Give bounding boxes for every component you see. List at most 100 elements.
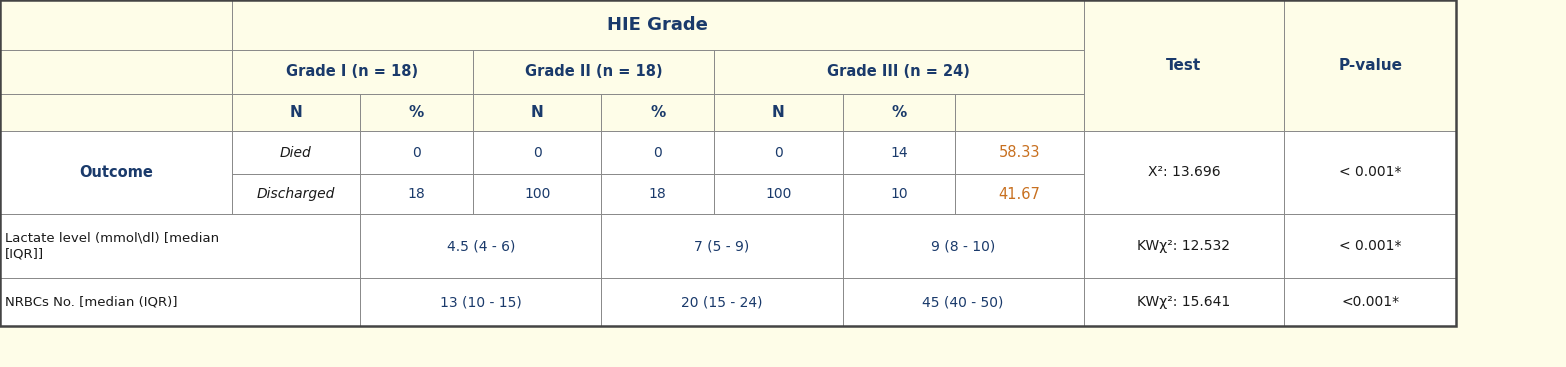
Bar xyxy=(473,94,601,131)
Text: 0: 0 xyxy=(653,146,662,160)
Bar xyxy=(1284,214,1456,278)
Bar xyxy=(843,94,955,131)
Bar xyxy=(843,94,955,131)
Text: 45 (40 - 50): 45 (40 - 50) xyxy=(922,295,1004,309)
Bar xyxy=(232,131,360,174)
Bar xyxy=(473,50,714,94)
Text: X²: 13.696: X²: 13.696 xyxy=(1148,166,1220,179)
Bar xyxy=(714,50,1084,94)
Text: %: % xyxy=(891,105,907,120)
Bar xyxy=(0,94,232,131)
Bar xyxy=(360,214,601,278)
Bar xyxy=(0,214,360,278)
Bar xyxy=(0,131,232,214)
Text: N: N xyxy=(772,105,785,120)
Bar xyxy=(1284,0,1456,131)
Bar xyxy=(714,174,843,214)
Bar xyxy=(1084,0,1284,131)
Bar xyxy=(360,278,601,326)
Bar xyxy=(714,50,1084,94)
Bar xyxy=(1084,278,1284,326)
Text: 0: 0 xyxy=(412,146,421,160)
Bar xyxy=(714,131,843,174)
Bar xyxy=(843,174,955,214)
Bar xyxy=(843,214,1084,278)
Bar xyxy=(1284,131,1456,214)
Text: Grade III (n = 24): Grade III (n = 24) xyxy=(827,65,971,79)
Text: 9 (8 - 10): 9 (8 - 10) xyxy=(930,239,996,253)
Bar xyxy=(0,0,232,50)
Bar xyxy=(1084,131,1284,214)
Bar xyxy=(0,94,232,131)
Bar xyxy=(473,174,601,214)
Bar xyxy=(843,174,955,214)
Bar xyxy=(232,0,1084,50)
Bar xyxy=(714,174,843,214)
Text: Lactate level (mmol\dl) [median
[IQR]]: Lactate level (mmol\dl) [median [IQR]] xyxy=(5,231,219,261)
Bar xyxy=(360,94,473,131)
Text: 41.67: 41.67 xyxy=(999,187,1040,201)
Bar xyxy=(0,0,232,50)
Text: 100: 100 xyxy=(766,187,791,201)
Bar xyxy=(843,278,1084,326)
Bar xyxy=(1284,0,1456,131)
Bar xyxy=(360,214,601,278)
Bar xyxy=(0,214,360,278)
Bar xyxy=(1084,131,1284,214)
Text: <0.001*: <0.001* xyxy=(1340,295,1400,309)
Bar xyxy=(601,174,714,214)
Bar xyxy=(360,278,601,326)
Bar xyxy=(360,131,473,174)
Text: < 0.001*: < 0.001* xyxy=(1339,239,1402,253)
Text: KWχ²: 15.641: KWχ²: 15.641 xyxy=(1137,295,1231,309)
Text: %: % xyxy=(650,105,666,120)
Bar xyxy=(955,94,1084,131)
Bar xyxy=(0,0,1456,326)
Text: 100: 100 xyxy=(525,187,550,201)
Bar xyxy=(1284,278,1456,326)
Bar xyxy=(601,94,714,131)
Bar xyxy=(601,131,714,174)
Bar xyxy=(714,94,843,131)
Bar xyxy=(0,50,232,94)
Bar xyxy=(1284,214,1456,278)
Text: N: N xyxy=(290,105,302,120)
Bar xyxy=(601,131,714,174)
Text: 0: 0 xyxy=(532,146,542,160)
Bar xyxy=(843,131,955,174)
Bar xyxy=(601,278,843,326)
Bar xyxy=(232,50,473,94)
Bar xyxy=(0,278,360,326)
Bar xyxy=(473,174,601,214)
Bar xyxy=(843,278,1084,326)
Text: 18: 18 xyxy=(648,187,667,201)
Bar xyxy=(232,94,360,131)
Bar xyxy=(955,174,1084,214)
Bar xyxy=(1084,214,1284,278)
Text: Died: Died xyxy=(280,146,312,160)
Bar xyxy=(1084,278,1284,326)
Bar xyxy=(360,131,473,174)
Bar xyxy=(955,131,1084,174)
Bar xyxy=(360,174,473,214)
Bar xyxy=(0,50,232,94)
Text: 18: 18 xyxy=(407,187,426,201)
Text: Discharged: Discharged xyxy=(257,187,335,201)
Text: %: % xyxy=(409,105,424,120)
Bar xyxy=(232,174,360,214)
Bar xyxy=(473,131,601,174)
Bar xyxy=(232,50,473,94)
Bar xyxy=(714,131,843,174)
Text: 7 (5 - 9): 7 (5 - 9) xyxy=(694,239,750,253)
Bar xyxy=(1084,214,1284,278)
Bar xyxy=(601,214,843,278)
Bar xyxy=(360,94,473,131)
Bar xyxy=(601,214,843,278)
Text: Grade II (n = 18): Grade II (n = 18) xyxy=(525,65,662,79)
Bar xyxy=(955,174,1084,214)
Bar xyxy=(232,174,360,214)
Text: N: N xyxy=(531,105,543,120)
Text: 0: 0 xyxy=(774,146,783,160)
Bar xyxy=(1084,0,1284,131)
Bar xyxy=(232,131,360,174)
